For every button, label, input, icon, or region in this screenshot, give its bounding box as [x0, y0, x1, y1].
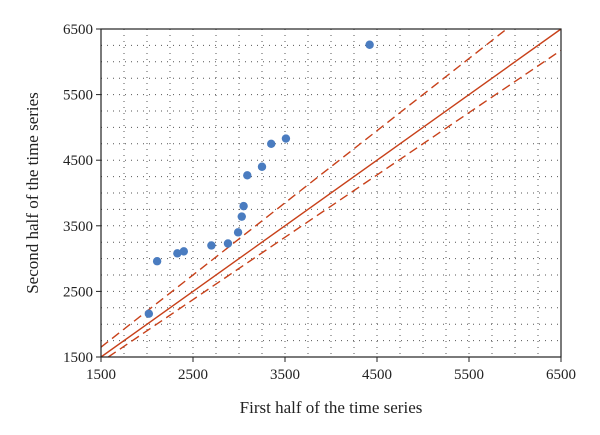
data-point [173, 249, 182, 258]
data-point [233, 228, 243, 237]
y-tick-label: 1500 [63, 350, 93, 366]
data-point [365, 40, 374, 49]
y-tick-label: 4500 [63, 153, 93, 169]
y-tick-label: 5500 [63, 88, 93, 104]
x-tick-label: 2500 [178, 367, 208, 383]
y-tick-label: 6500 [63, 22, 93, 38]
x-tick-label: 6500 [546, 367, 576, 383]
grid [101, 29, 561, 357]
x-axis-title: First half of the time series [240, 398, 423, 417]
reference-line-solid [100, 28, 562, 358]
y-tick-label: 3500 [63, 219, 93, 235]
data-point [179, 247, 188, 256]
data-point [152, 257, 162, 266]
data-point [144, 309, 154, 318]
data-point [257, 162, 267, 171]
y-tick-label: 2500 [63, 284, 93, 300]
y-axis-title: Second half of the time series [23, 92, 42, 294]
x-tick-label: 3500 [270, 367, 300, 383]
data-point [239, 201, 248, 211]
data-point [207, 241, 216, 250]
x-tick-label: 4500 [362, 367, 392, 383]
reference-lines [100, 28, 562, 358]
plot-frame [100, 28, 562, 358]
data-points [144, 40, 374, 318]
x-tick-label: 5500 [454, 367, 484, 383]
data-point [243, 171, 252, 180]
reference-line-dashed [107, 49, 562, 358]
data-point [281, 134, 291, 143]
y-axis: 1500 2500 3500 4500 5500 6500 [63, 22, 101, 366]
data-point [223, 239, 233, 248]
data-point [267, 139, 276, 148]
x-tick-label: 1500 [86, 367, 116, 383]
reference-line-dashed [100, 28, 508, 348]
x-axis: 1500 2500 3500 4500 5500 6500 [86, 357, 576, 383]
data-point [237, 212, 246, 221]
